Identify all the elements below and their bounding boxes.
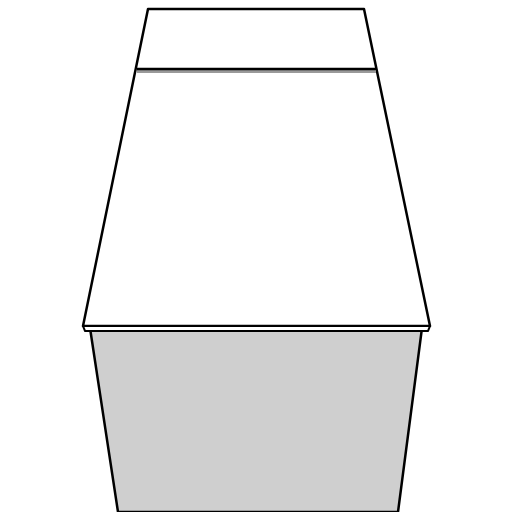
box-top-face xyxy=(81,7,432,328)
box-lid-rim xyxy=(82,325,431,332)
box-front-face xyxy=(88,326,424,512)
